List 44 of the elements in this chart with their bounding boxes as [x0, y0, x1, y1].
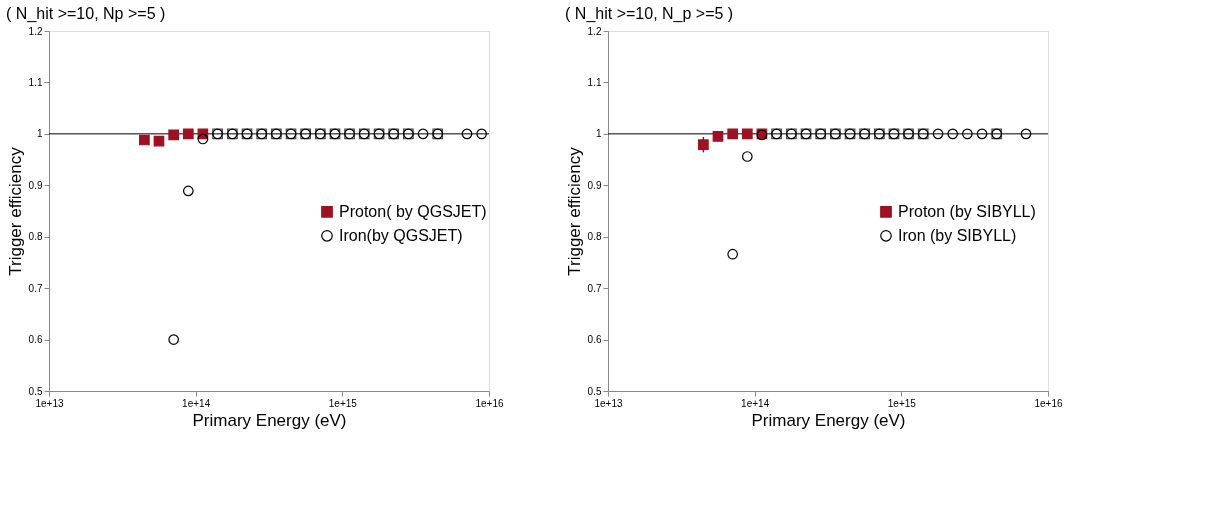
point	[168, 334, 180, 345]
legend-label: Iron(by QGSJET)	[339, 226, 463, 244]
y-tick-label: 0.7	[587, 282, 602, 294]
y-tick-label: 0.8	[28, 231, 43, 243]
point	[947, 128, 959, 140]
y-tick-label: 0.5	[28, 385, 43, 397]
point	[962, 128, 973, 140]
y-tick-label: 1	[595, 128, 602, 140]
y-tick-label: 0.5	[587, 385, 602, 397]
x-tick-label: 1e+16	[1034, 397, 1063, 409]
y-tick-label: 1.2	[28, 25, 43, 37]
y-tick-label: 0.9	[28, 179, 43, 191]
chart-title: ( N_hit >=10, N_p >=5 )	[565, 5, 734, 23]
x-tick-label: 1e+13	[35, 397, 64, 409]
point	[727, 248, 739, 260]
x-tick-label: 1e+15	[887, 397, 917, 409]
legend-label: Proton( by QGSJET)	[339, 202, 487, 220]
y-tick-label: 0.8	[587, 231, 602, 243]
y-tick-label: 0.9	[587, 179, 602, 191]
point	[197, 133, 209, 145]
x-tick-label: 1e+14	[182, 397, 211, 409]
point	[976, 128, 988, 140]
point	[182, 185, 194, 197]
y-axis-title: Trigger efficiency	[5, 146, 25, 276]
x-tick-label: 1e+15	[328, 397, 358, 409]
legend-label: Iron (by SIBYLL)	[898, 226, 1017, 244]
y-tick-label: 1.1	[587, 76, 602, 88]
y-axis-title: Trigger efficiency	[564, 146, 584, 276]
point	[417, 128, 429, 140]
legend-label: Proton (by SIBYLL)	[898, 202, 1036, 220]
x-axis-title: Primary Energy (eV)	[192, 410, 347, 430]
chart-title: ( N_hit >=10, Np >=5 )	[6, 5, 166, 23]
y-tick-label: 1.2	[587, 25, 602, 37]
y-tick-label: 0.7	[28, 282, 43, 294]
y-tick-label: 0.6	[587, 334, 602, 346]
y-tick-label: 0.6	[28, 334, 43, 346]
y-tick-label: 1	[36, 128, 43, 140]
y-tick-label: 1.1	[28, 76, 43, 88]
x-tick-label: 1e+14	[741, 397, 770, 409]
point	[932, 128, 944, 140]
x-tick-label: 1e+13	[594, 397, 623, 409]
x-tick-label: 1e+16	[475, 397, 504, 409]
point	[741, 151, 753, 162]
x-axis-title: Primary Energy (eV)	[751, 410, 906, 430]
